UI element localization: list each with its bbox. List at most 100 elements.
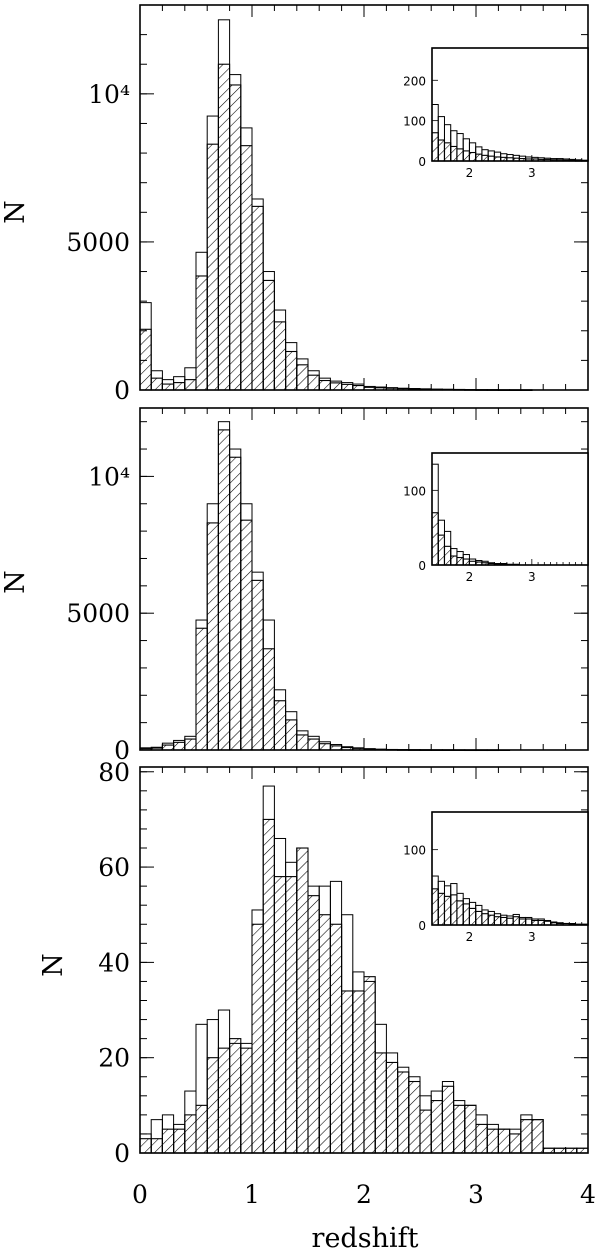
inset-hatched-bar — [481, 154, 489, 162]
hatched-bar — [195, 627, 208, 751]
hatched-bar — [240, 519, 253, 751]
hatched-bar — [206, 522, 219, 751]
hatched-bar — [430, 1100, 443, 1154]
hatched-bar — [397, 749, 410, 751]
hatched-bar — [363, 976, 376, 1154]
hatched-bar — [531, 1119, 544, 1154]
hatched-bar — [262, 648, 275, 751]
inset-y-tick-label: 0 — [418, 919, 426, 933]
hatched-bar — [217, 429, 231, 751]
inset-hatched-bar — [493, 916, 502, 926]
hatched-bar — [341, 383, 354, 391]
hatched-bar — [318, 743, 331, 751]
hatched-bar — [329, 923, 343, 1154]
bottom-ylabel: N — [38, 953, 69, 977]
y-tick-label: 5000 — [66, 599, 130, 628]
hatched-bar — [509, 389, 522, 391]
hatched-bar — [273, 700, 287, 751]
inset-y-tick-label: 0 — [418, 155, 426, 169]
inset-hatched-bar — [475, 910, 483, 926]
inset-y-tick-label: 100 — [403, 484, 426, 498]
hatched-bar — [419, 749, 432, 751]
hatched-bar — [475, 1123, 488, 1154]
inset-hatched-bar — [450, 145, 458, 162]
top-ylabel: N — [0, 200, 31, 224]
inset-frame-overlay — [431, 811, 589, 926]
inset-hatched-bar — [443, 142, 452, 162]
inset-y-tick-label: 100 — [403, 115, 426, 129]
hatched-bar — [542, 1147, 555, 1154]
hatched-bar — [486, 749, 499, 752]
inset-hatched-bar — [437, 139, 446, 162]
x-tick-label: 1 — [244, 1180, 260, 1209]
inset-y-tick-label: 100 — [403, 844, 426, 858]
inset-y-tick-label: 0 — [418, 559, 426, 573]
hatched-bar — [161, 383, 175, 391]
inset-x-tick-label: 3 — [528, 930, 536, 944]
hatched-bar — [397, 388, 410, 391]
hatched-bar — [453, 389, 466, 391]
inset-hatched-bar — [456, 556, 464, 566]
x-tick-label: 0 — [132, 1180, 148, 1209]
inset-hatched-bar — [456, 148, 464, 162]
x-tick-label: 3 — [468, 1180, 484, 1209]
inset-hatched-bar — [518, 918, 527, 926]
inset-hatched-bar — [462, 903, 470, 926]
axis-titles: N N N redshift — [0, 200, 419, 1251]
inset-plot: 2 3 0 100 — [403, 811, 589, 944]
x-axis-title: redshift — [312, 1223, 419, 1251]
inset-x-tick-label: 2 — [466, 570, 474, 584]
hatched-bar — [217, 1047, 231, 1154]
hatched-bar — [453, 749, 466, 751]
hatched-bar — [206, 143, 219, 391]
hatched-bar — [497, 389, 511, 391]
hatched-bar — [206, 1057, 219, 1154]
hatched-bar — [363, 386, 376, 391]
hatched-bar — [464, 389, 477, 391]
panel-middle: 0 5000 10⁴ 2 3 0 100 — [66, 407, 589, 765]
inset-hatched-bar — [512, 916, 520, 926]
hatched-bar — [229, 456, 242, 751]
hatched-bar — [553, 1147, 567, 1154]
hatched-bar — [441, 388, 455, 391]
inset-hatched-bar — [437, 892, 446, 926]
inset-hatched-bar — [506, 917, 514, 926]
hatched-bar — [509, 1133, 522, 1154]
hatched-bar — [408, 1080, 421, 1154]
inset-hatched-bar — [450, 555, 458, 566]
hatched-bar — [150, 377, 163, 391]
hatched-bar — [352, 990, 365, 1154]
inset-hatched-bar — [525, 918, 533, 926]
inset-x-tick-label: 3 — [528, 570, 536, 584]
hatched-bar — [464, 749, 477, 752]
hatched-bar — [173, 741, 186, 751]
x-tick-label: 2 — [356, 1180, 372, 1209]
inset-hatched-bar — [487, 155, 495, 162]
hatched-bar — [475, 389, 488, 391]
inset-hatched-bar — [487, 914, 495, 926]
hatched-bar — [285, 876, 298, 1154]
inset-x-tick-label: 3 — [528, 166, 536, 180]
hatched-bar — [441, 1085, 455, 1154]
hatched-bar — [576, 1147, 589, 1154]
hatched-bar — [240, 145, 253, 391]
hatched-bar — [229, 1038, 242, 1154]
hatched-bar — [318, 379, 331, 391]
inset-hatched-bar — [431, 132, 439, 162]
panel-top: 0 5000 10⁴ 2 3 0 100 200 — [66, 4, 589, 405]
y-tick-label: 0 — [114, 376, 130, 405]
hatched-bar — [307, 895, 320, 1154]
hatched-bar — [296, 847, 309, 1154]
y-tick-label: 20 — [98, 1044, 130, 1073]
hatched-bar — [497, 1128, 511, 1154]
inset-hatched-bar — [443, 895, 452, 926]
hatched-bar — [430, 749, 443, 751]
inset-frame-overlay — [431, 452, 589, 566]
hatched-bar — [352, 385, 365, 391]
inset-plot: 2 3 0 100 200 — [403, 47, 589, 180]
inset-hatched-bar — [481, 913, 489, 926]
inset-hatched-bar — [500, 916, 508, 926]
y-tick-label: 80 — [98, 758, 130, 787]
hatched-bar — [173, 382, 186, 391]
hatched-bar — [307, 738, 320, 751]
